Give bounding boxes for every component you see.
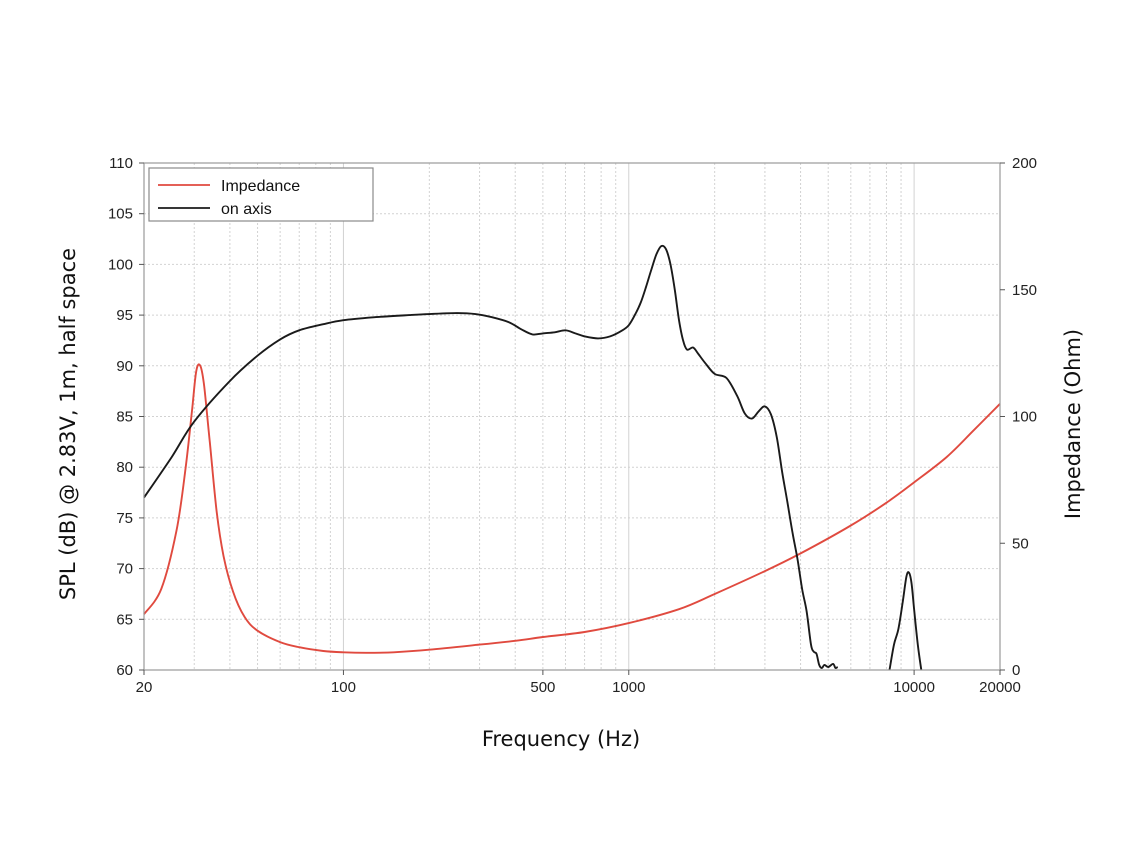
y-right-tick-label: 200 bbox=[1012, 155, 1037, 172]
y-left-tick-label: 60 bbox=[116, 662, 133, 679]
series-layer bbox=[143, 244, 1001, 671]
x-tick-label: 20000 bbox=[979, 679, 1021, 696]
y-left-tick-label: 75 bbox=[116, 510, 133, 527]
series-line-on-axis bbox=[143, 244, 839, 670]
legend-label-on-axis: on axis bbox=[221, 201, 272, 218]
legend-box bbox=[148, 167, 374, 222]
y-left-tick-label: 90 bbox=[116, 358, 133, 375]
x-axis-title: Frequency (Hz) bbox=[482, 727, 640, 751]
y-left-tick-label: 105 bbox=[108, 206, 133, 223]
y-left-tick-label: 70 bbox=[116, 561, 133, 578]
legend: Impedance on axis bbox=[148, 167, 374, 222]
y-left-tick-label: 100 bbox=[108, 256, 133, 273]
x-tick-label: 10000 bbox=[893, 679, 935, 696]
y-left-tick-label: 85 bbox=[116, 409, 133, 426]
x-tick-label: 1000 bbox=[612, 679, 645, 696]
y-right-tick-label: 0 bbox=[1012, 662, 1020, 679]
x-tick-label: 500 bbox=[530, 679, 555, 696]
legend-label-impedance: Impedance bbox=[221, 178, 300, 195]
series-line-on-axis-high bbox=[888, 571, 923, 671]
y-left-tick-label: 65 bbox=[116, 611, 133, 628]
x-tick-label: 20 bbox=[136, 679, 153, 696]
y-right-tick-label: 100 bbox=[1012, 409, 1037, 426]
series-line-impedance bbox=[143, 363, 1001, 654]
y-left-tick-label: 80 bbox=[116, 459, 133, 476]
y-right-tick-label: 150 bbox=[1012, 282, 1037, 299]
x-tick-label: 100 bbox=[331, 679, 356, 696]
right-y-axis-title: Impedance (Ohm) bbox=[1061, 329, 1085, 519]
left-y-axis-title: SPL (dB) @ 2.83V, 1m, half space bbox=[56, 248, 80, 600]
y-right-tick-label: 50 bbox=[1012, 535, 1029, 552]
y-left-tick-label: 110 bbox=[109, 155, 133, 172]
y-left-tick-label: 95 bbox=[116, 307, 133, 324]
ticks: 20 100 500 1000 10000 20000606570758085909510… bbox=[108, 155, 1037, 696]
